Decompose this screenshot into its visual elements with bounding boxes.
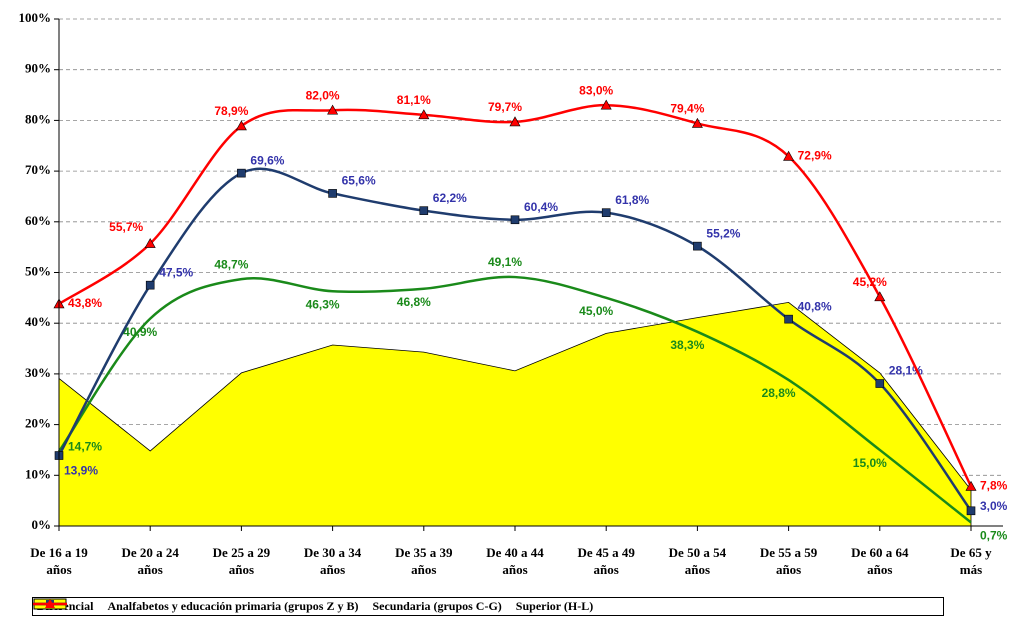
y-tick-label: 20% (25, 416, 51, 431)
data-label: 47,5% (159, 265, 193, 279)
data-label: 55,2% (706, 226, 740, 240)
y-tick-label: 40% (25, 314, 51, 329)
data-label: 43,8% (68, 296, 102, 310)
data-label: 0,7% (980, 529, 1008, 543)
x-tick-label: De 50 a 54 años (668, 545, 727, 577)
data-label: 13,9% (64, 464, 98, 478)
data-label: 45,0% (579, 304, 613, 318)
data-label: 82,0% (306, 88, 340, 102)
x-tick-label: De 65 y más (950, 545, 992, 577)
data-label: 69,6% (250, 153, 284, 167)
marker (144, 237, 156, 248)
marker (145, 280, 155, 290)
data-label: 48,7% (214, 257, 248, 271)
x-tick-label: De 20 a 24 años (121, 545, 179, 577)
data-label: 55,7% (109, 220, 143, 234)
marker (237, 168, 246, 178)
data-label: 72,9% (798, 149, 832, 163)
data-label: 65,6% (342, 174, 376, 188)
legend-swatch (33, 599, 67, 608)
data-label: 14,7% (68, 440, 102, 454)
line (57, 275, 972, 524)
data-label: 45,2% (853, 275, 887, 289)
swatch-marker (45, 599, 55, 608)
data-label: 81,1% (397, 93, 431, 107)
marker (965, 480, 977, 491)
data-label: 38,3% (670, 338, 704, 352)
data-label: 78,9% (214, 104, 248, 118)
y-tick-label: 70% (25, 162, 51, 177)
line (57, 167, 973, 512)
marker (601, 208, 611, 217)
data-label: 40,9% (123, 325, 157, 339)
marker (966, 506, 976, 516)
marker (418, 109, 430, 120)
legend-label: Secundaria (grupos C-G) (372, 599, 502, 613)
data-label: 3,0% (980, 499, 1008, 513)
marker (784, 314, 793, 324)
line (58, 103, 973, 487)
marker (783, 150, 795, 161)
marker (327, 104, 339, 115)
y-tick-label: 0% (32, 517, 52, 532)
y-tick-label: 90% (25, 61, 51, 76)
x-tick-label: De 30 a 34 años (303, 545, 362, 577)
area (58, 301, 972, 527)
marker (419, 206, 429, 215)
legend: DiferencialAnalfabetos y educación prima… (32, 597, 944, 616)
x-tick-label: De 16 a 19 años (30, 545, 88, 577)
legend-label: Superior (H-L) (515, 599, 594, 613)
data-label: 40,8% (798, 299, 832, 313)
marker (600, 99, 612, 110)
data-label: 46,3% (306, 297, 340, 311)
data-label: 79,4% (670, 102, 704, 116)
data-label: 61,8% (615, 193, 649, 207)
marker (328, 189, 337, 198)
legend-item: Superior (H-L) (33, 599, 594, 614)
y-tick-label: 100% (19, 10, 52, 25)
data-label: 28,8% (762, 386, 796, 400)
x-tick-label: De 35 a 39 años (395, 545, 453, 577)
x-tick-label: De 40 a 44 años (486, 545, 544, 577)
data-label: 46,8% (397, 295, 431, 309)
x-tick-label: De 25 a 29 años (212, 545, 271, 577)
marker (691, 117, 703, 128)
data-label: 15,0% (853, 456, 887, 470)
marker (693, 241, 702, 251)
marker (874, 291, 886, 302)
x-tick-label: De 60 a 64 años (851, 545, 909, 577)
marker (510, 215, 520, 225)
legend-item: Analfabetos y educación primaria (grupos… (33, 599, 359, 614)
data-label: 60,4% (524, 200, 558, 214)
y-tick-label: 60% (25, 213, 51, 228)
legend-item: Secundaria (grupos C-G) (33, 599, 502, 614)
marker (875, 379, 885, 388)
y-tick-label: 50% (25, 263, 51, 278)
x-tick-label: De 55 a 59 años (759, 545, 818, 577)
marker (235, 120, 247, 131)
legend-label: Analfabetos y educación primaria (grupos… (107, 599, 359, 613)
data-label: 62,2% (433, 191, 467, 205)
marker (509, 116, 521, 127)
y-tick-label: 80% (25, 111, 51, 126)
x-tick-label: De 45 a 49 años (577, 545, 635, 577)
y-tick-label: 30% (25, 365, 51, 380)
data-label: 49,1% (488, 255, 522, 269)
data-label: 79,7% (488, 100, 522, 114)
data-label: 7,8% (980, 479, 1008, 493)
data-label: 83,0% (579, 83, 613, 97)
y-tick-label: 10% (25, 466, 51, 481)
